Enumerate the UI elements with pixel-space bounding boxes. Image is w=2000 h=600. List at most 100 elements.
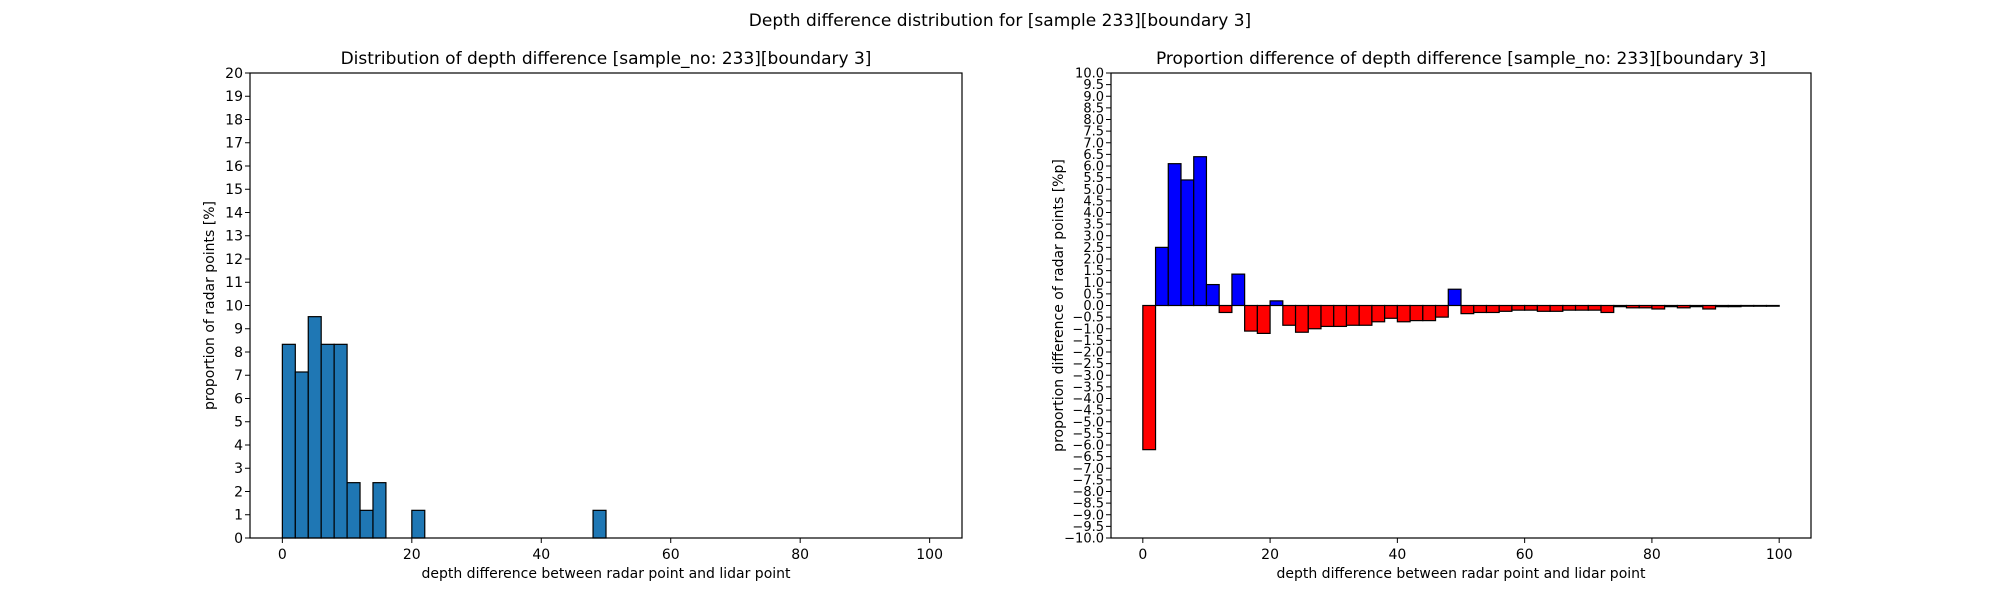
y-tick-label: 4 (234, 438, 243, 454)
x-tick-label: 100 (916, 547, 943, 563)
bar (411, 509, 426, 539)
y-tick-label: 1.0 (1083, 276, 1104, 291)
bar (1536, 304, 1551, 312)
y-axis-ticks: −10.0−9.5−9.0−8.5−8.0−7.5−7.0−6.5−6.0−5.… (1064, 67, 1111, 547)
y-tick-label: 5.0 (1083, 183, 1104, 198)
bar (281, 343, 296, 539)
y-tick-label: 6 (234, 391, 243, 407)
y-tick-label: −8.5 (1072, 497, 1104, 512)
y-tick-label: −6.0 (1072, 439, 1104, 454)
bar (1205, 283, 1220, 307)
y-tick-label: 12 (225, 252, 243, 268)
bar (1460, 304, 1475, 315)
y-tick-label: 7.5 (1083, 125, 1104, 140)
x-axis-label: depth difference between radar point and… (1276, 566, 1646, 582)
y-tick-label: 5 (234, 415, 243, 431)
bar (1345, 304, 1360, 326)
bar (1727, 304, 1742, 308)
x-tick-label: 80 (1643, 547, 1661, 563)
bar (1282, 304, 1297, 326)
y-tick-label: 4.5 (1083, 194, 1104, 209)
y-tick-label: −0.5 (1072, 311, 1104, 326)
bar (1676, 304, 1691, 309)
bar (1142, 304, 1157, 451)
bar (1638, 304, 1653, 309)
bar (1294, 304, 1309, 333)
x-tick-label: 20 (1261, 547, 1279, 563)
bars-group (281, 316, 607, 539)
y-axis-label: proportion of radar points [%] (202, 201, 218, 410)
figure-suptitle: Depth difference distribution for [sampl… (749, 11, 1251, 31)
bar (1473, 304, 1488, 314)
y-tick-label: 16 (225, 159, 243, 175)
y-tick-label: 5.5 (1083, 171, 1104, 186)
y-tick-label: 7 (234, 368, 243, 384)
y-tick-label: 9.0 (1083, 90, 1104, 105)
bar (1333, 304, 1348, 328)
y-tick-label: 19 (225, 89, 243, 105)
y-tick-label: 10.0 (1075, 67, 1104, 82)
y-tick-label: −7.0 (1072, 462, 1104, 477)
bar (1524, 304, 1538, 311)
y-tick-label: 18 (225, 112, 243, 128)
bar (1256, 304, 1271, 334)
bar (1434, 304, 1449, 318)
bar (1753, 304, 1768, 307)
y-axis-label: proportion difference of radar points [%… (1051, 159, 1067, 452)
bar (1689, 304, 1704, 308)
y-tick-label: 7.0 (1083, 136, 1104, 151)
bar (372, 482, 387, 539)
bar (1231, 273, 1246, 307)
y-tick-label: 8.5 (1083, 101, 1104, 116)
y-tick-label: 2.5 (1083, 241, 1104, 256)
bar (1422, 304, 1437, 322)
x-tick-label: 100 (1766, 547, 1793, 563)
bar (1307, 304, 1322, 330)
y-tick-label: 6.0 (1083, 160, 1104, 175)
x-tick-label: 60 (1516, 547, 1534, 563)
right-chart-panel: 0 20 40 60 80 100 −10.0−9.5−9.0−8.5−8.0−7.5−7.… (1051, 49, 1812, 582)
bar (1447, 288, 1462, 307)
bar (1396, 304, 1411, 323)
y-tick-label: 3 (234, 461, 243, 477)
bar (1409, 304, 1424, 322)
axes-frame (249, 72, 963, 539)
y-tick-label: 3.5 (1083, 218, 1104, 233)
y-tick-label: −1.5 (1072, 334, 1104, 349)
bar (1765, 304, 1780, 307)
x-tick-label: 20 (403, 547, 421, 563)
bar (1549, 304, 1564, 312)
bar (1320, 304, 1335, 328)
x-tick-label: 0 (278, 547, 287, 563)
y-tick-label: −9.5 (1072, 520, 1104, 535)
bar (1574, 304, 1589, 311)
x-tick-label: 60 (662, 547, 680, 563)
y-tick-label: 1.5 (1083, 264, 1104, 279)
bar (1154, 246, 1169, 307)
x-axis-ticks: 0 20 40 60 80 100 (1138, 538, 1793, 563)
bar (1702, 304, 1717, 310)
bar (1269, 300, 1284, 307)
y-tick-label: 13 (225, 229, 243, 245)
bar (1371, 304, 1386, 323)
bar (1511, 304, 1526, 311)
y-tick-label: 10 (225, 298, 243, 314)
y-tick-label: 0.5 (1083, 287, 1104, 302)
y-tick-label: 17 (225, 136, 243, 152)
y-tick-label: 0.0 (1083, 299, 1104, 314)
bar (333, 343, 348, 539)
bars-group (1142, 156, 1780, 451)
bar (1193, 156, 1208, 307)
y-tick-label: 9.5 (1083, 78, 1104, 93)
y-tick-label: −4.0 (1072, 392, 1104, 407)
y-tick-label: 15 (225, 182, 243, 198)
bar (592, 509, 607, 539)
y-tick-label: 2.0 (1083, 253, 1104, 268)
bar (1358, 304, 1373, 326)
bar (1587, 304, 1602, 311)
y-tick-label: −4.5 (1072, 404, 1104, 419)
y-tick-label: −6.5 (1072, 450, 1104, 465)
bar (1384, 304, 1398, 319)
bar (1625, 304, 1640, 309)
